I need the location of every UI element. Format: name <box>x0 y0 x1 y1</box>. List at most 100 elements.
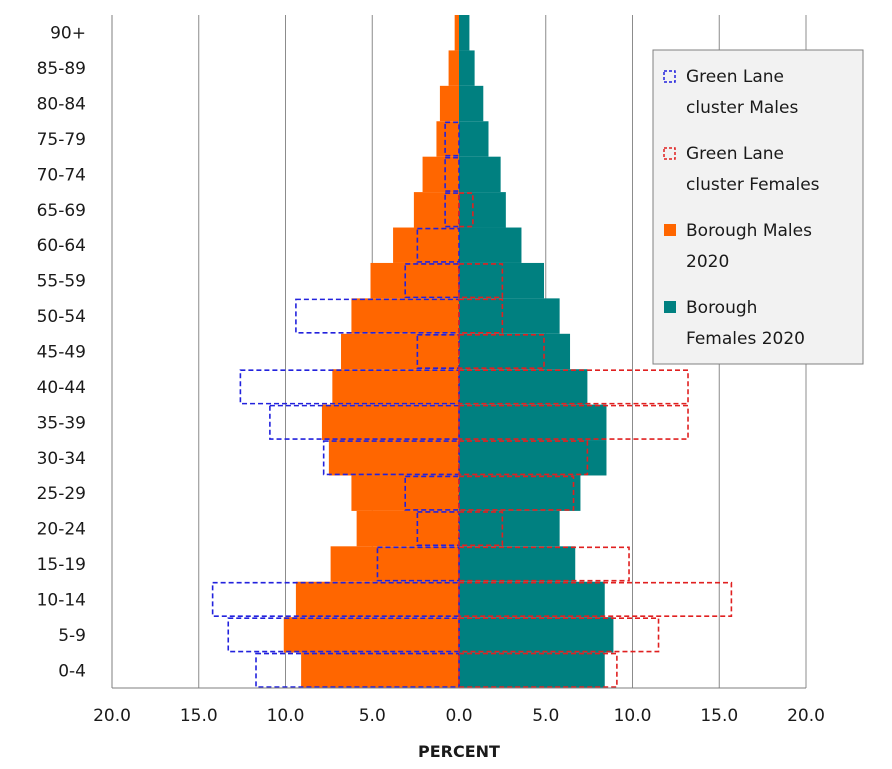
legend-label-1-line1: Green Lane <box>686 144 784 164</box>
bar-borough-females-80-84 <box>459 85 484 122</box>
bar-borough-males-5-9 <box>283 617 459 653</box>
bar-borough-males-30-34 <box>328 440 459 476</box>
bar-cluster-males-55-59 <box>404 263 460 299</box>
bar-borough-females-0-4 <box>459 652 605 688</box>
bar-borough-females-20-24 <box>459 510 560 547</box>
y-tick-label-0-4: 0-4 <box>58 661 86 681</box>
bar-cluster-males-25-29 <box>404 475 460 511</box>
bar-borough-males-0-4 <box>301 652 459 688</box>
legend-label-1-line2: cluster Females <box>686 175 820 195</box>
y-tick-label-40-44: 40-44 <box>37 378 86 398</box>
bar-borough-males-45-49 <box>341 333 459 370</box>
x-tick-label-7: 15.0 <box>700 706 738 726</box>
legend-label-0-line2: cluster Males <box>686 98 798 118</box>
y-tick-label-90+: 90+ <box>50 24 86 44</box>
bar-borough-females-65-69 <box>459 192 506 228</box>
legend-label-3-line2: Females 2020 <box>686 329 805 349</box>
bar-borough-males-55-59 <box>370 262 459 299</box>
bar-borough-males-75-79 <box>436 121 459 157</box>
y-tick-label-25-29: 25-29 <box>37 484 86 504</box>
bar-cluster-females-15-19 <box>458 546 630 582</box>
legend-box <box>652 49 864 365</box>
y-tick-label-75-79: 75-79 <box>37 130 86 150</box>
legend-swatch-3 <box>664 301 676 313</box>
bar-borough-females-90+ <box>459 15 470 51</box>
x-tick-label-6: 10.0 <box>614 706 652 726</box>
bar-cluster-males-5-9 <box>227 617 460 653</box>
legend-label-3-line1: Borough <box>686 298 757 318</box>
legend: Green Lane cluster Males Green Lane cluster… <box>652 49 864 365</box>
y-tick-label-80-84: 80-84 <box>37 95 86 115</box>
x-tick-label-8: 20.0 <box>787 706 825 726</box>
bar-cluster-females-35-39 <box>458 404 689 440</box>
legend-swatch-2 <box>664 224 676 236</box>
borough-bars <box>283 15 614 688</box>
bar-borough-females-75-79 <box>459 121 489 157</box>
bar-borough-males-85-89 <box>448 50 459 86</box>
y-tick-label-60-64: 60-64 <box>37 236 86 256</box>
bar-borough-males-35-39 <box>321 404 459 441</box>
x-axis-title: PERCENT <box>418 742 500 761</box>
y-tick-label-20-24: 20-24 <box>37 520 86 540</box>
bar-borough-females-25-29 <box>459 475 581 511</box>
y-tick-label-65-69: 65-69 <box>37 201 86 221</box>
bar-cluster-females-10-14 <box>458 581 733 617</box>
bar-borough-females-55-59 <box>459 262 545 299</box>
bar-borough-males-60-64 <box>393 227 459 263</box>
bar-cluster-males-35-39 <box>269 404 460 440</box>
x-tick-label-3: 5.0 <box>359 706 386 726</box>
bar-borough-females-5-9 <box>459 617 614 653</box>
y-tick-label-50-54: 50-54 <box>37 307 86 327</box>
legend-swatch-0 <box>663 70 676 83</box>
bar-cluster-females-55-59 <box>458 263 504 299</box>
cluster-bars <box>211 121 733 688</box>
bar-borough-males-80-84 <box>439 85 459 122</box>
y-tick-label-5-9: 5-9 <box>58 626 86 646</box>
bar-cluster-females-50-54 <box>458 298 504 334</box>
bar-borough-females-60-64 <box>459 227 522 263</box>
y-tick-label-30-34: 30-34 <box>37 449 86 469</box>
x-tick-label-5: 5.0 <box>532 706 559 726</box>
y-tick-label-45-49: 45-49 <box>37 343 86 363</box>
bar-cluster-females-25-29 <box>458 475 575 511</box>
x-tick-label-0: 20.0 <box>93 706 131 726</box>
bar-borough-males-10-14 <box>295 581 459 618</box>
bar-borough-males-50-54 <box>351 298 459 334</box>
bar-borough-males-90+ <box>454 15 459 51</box>
bar-borough-females-50-54 <box>459 298 560 334</box>
y-tick-label-10-14: 10-14 <box>37 590 86 610</box>
bar-cluster-females-45-49 <box>458 333 545 370</box>
y-tick-label-15-19: 15-19 <box>37 555 86 575</box>
legend-label-2-line2: 2020 <box>686 252 729 272</box>
bar-borough-females-10-14 <box>459 581 605 618</box>
bar-borough-females-35-39 <box>459 404 607 441</box>
y-tick-label-35-39: 35-39 <box>37 413 86 433</box>
bar-cluster-females-40-44 <box>458 369 689 405</box>
bar-cluster-females-30-34 <box>458 440 589 476</box>
bar-cluster-males-0-4 <box>255 652 460 688</box>
bar-borough-males-20-24 <box>356 510 459 547</box>
bar-borough-females-70-74 <box>459 156 501 193</box>
bar-cluster-females-5-9 <box>458 617 660 653</box>
bar-borough-males-70-74 <box>422 156 459 193</box>
y-tick-label-55-59: 55-59 <box>37 272 86 292</box>
legend-swatch-1 <box>663 147 676 160</box>
bar-cluster-females-20-24 <box>458 511 504 547</box>
x-tick-label-2: 10.0 <box>267 706 305 726</box>
y-tick-label-85-89: 85-89 <box>37 59 86 79</box>
bar-borough-females-85-89 <box>459 50 475 86</box>
bar-borough-females-45-49 <box>459 333 571 370</box>
bar-borough-males-65-69 <box>413 192 459 228</box>
y-axis: 0-4 5-9 10-14 15-19 20-24 25-29 30-34 35-39 40-4… <box>37 15 113 688</box>
bar-borough-females-15-19 <box>459 546 576 582</box>
x-tick-label-1: 15.0 <box>180 706 218 726</box>
bar-borough-males-15-19 <box>330 546 459 582</box>
legend-label-0-line1: Green Lane <box>686 67 784 87</box>
legend-label-2-line1: Borough Males <box>686 221 812 241</box>
bar-cluster-males-60-64 <box>416 227 460 263</box>
bar-cluster-males-10-14 <box>211 581 460 617</box>
y-tick-label-70-74: 70-74 <box>37 165 86 185</box>
x-axis: 20.0 15.0 10.0 5.0 0.0 5.0 10.0 15.0 20.0 <box>93 687 825 726</box>
bar-borough-females-30-34 <box>459 440 607 476</box>
